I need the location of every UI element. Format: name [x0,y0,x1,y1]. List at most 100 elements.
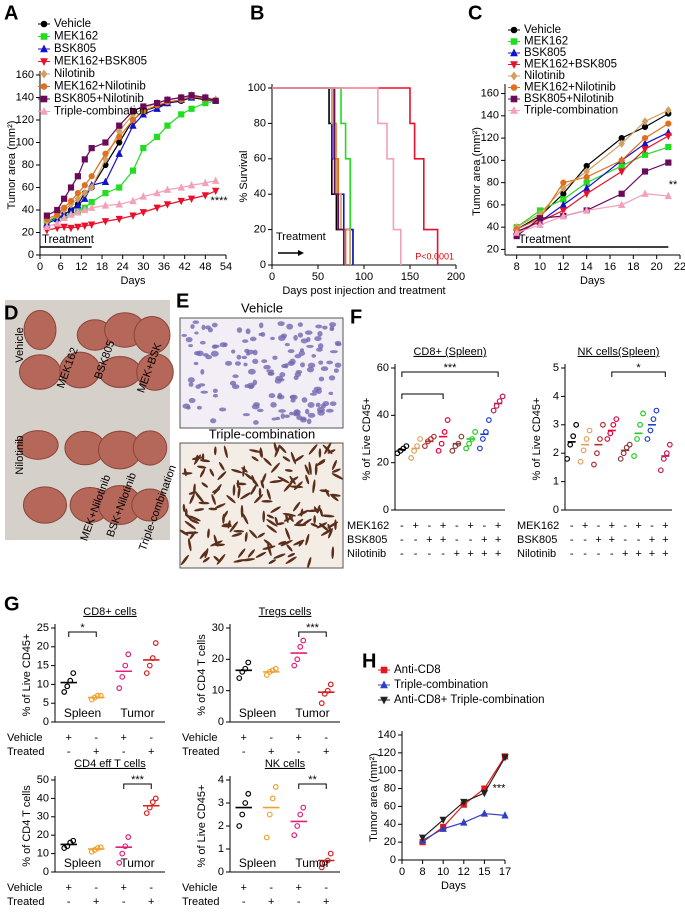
marker [510,26,518,34]
marker [67,197,75,205]
nucleus [298,539,304,547]
nucleus [304,464,310,476]
nucleus [242,339,249,343]
nucleus [266,519,278,527]
condition-sign: - [610,548,614,560]
nucleus [285,513,289,524]
data-point [438,440,445,447]
y-tick-label: 5 [553,362,559,374]
nucleus [253,420,259,425]
y-tick-label: 20 [212,653,224,665]
y-tick-label: 100 [481,154,499,166]
nucleus [320,403,326,409]
nucleus [321,514,335,518]
condition-sign: + [323,746,329,758]
annotation: *** [493,782,507,794]
nucleus [306,344,314,349]
marker [510,61,518,69]
marker [153,104,161,112]
x-tick-label: 150 [401,271,419,283]
marker [40,107,48,115]
marker [101,177,110,185]
nucleus [258,322,264,329]
marker [60,223,68,232]
condition-sign: - [483,520,487,532]
marker [81,182,88,189]
nucleus [316,347,323,352]
y-tick-label: 60 [377,362,389,374]
y-tick-label: 120 [378,747,396,759]
marker [102,190,109,197]
nucleus [277,476,290,484]
condition-sign: - [149,882,153,894]
nucleus [202,557,210,563]
data-point [70,670,77,677]
condition-sign: - [441,548,445,560]
x-tick-label: 14 [581,261,593,273]
y-tick-label: 60 [254,153,266,165]
marker [665,120,672,127]
nucleus [187,377,195,383]
marker [559,200,568,208]
condition-label: Treated [182,896,220,908]
x-tick-label: 8 [420,866,426,878]
marker [460,818,468,826]
condition-sign: - [324,732,328,744]
marker [67,184,75,191]
marker [129,196,137,205]
data-point [463,445,470,452]
data-point [119,673,126,680]
nucleus [284,342,290,347]
nucleus [209,468,215,477]
data-point [472,429,479,435]
marker [512,228,521,236]
nucleus [261,473,267,485]
marker [212,97,219,104]
nucleus [263,364,271,370]
nucleus [207,528,210,539]
nucleus [252,358,259,365]
nucleus [231,384,240,390]
marker [153,204,161,212]
data-point [245,659,252,666]
y-tick-label: 15 [37,660,49,672]
chart-title: NK cells [265,758,306,770]
data-point [327,681,334,688]
marker [53,219,61,227]
condition-sign: + [609,534,615,546]
nucleus [304,408,310,415]
marker [187,195,196,203]
data-point [152,640,159,646]
nucleus [326,360,334,365]
nucleus [285,556,297,564]
nucleus [307,557,312,569]
nucleus [219,342,227,348]
annotation: * [636,362,641,374]
marker [116,122,123,129]
nucleus [180,554,189,566]
condition-sign: + [323,896,329,908]
nucleus [328,527,333,539]
nucleus [304,330,313,335]
marker [618,190,625,197]
group-label: Spleen [239,706,276,720]
nucleus [242,558,256,562]
y-tick-label: 30 [37,811,49,823]
y-axis-label: % of CD4 T cells [21,785,33,867]
nucleus [245,328,251,335]
y-tick-label: 0 [260,259,266,271]
marker [88,173,95,180]
nucleus [229,521,239,533]
legend-label: BSK805+Nilotinib [54,93,144,105]
nucleus [328,391,334,396]
marker [61,195,68,202]
data-point [620,450,627,457]
nucleus [301,518,312,526]
nucleus [285,527,291,540]
nucleus [218,407,227,412]
nucleus [298,350,306,356]
nucleus [293,334,298,341]
y-tick-label: 10 [37,678,49,690]
condition-sign: - [149,732,153,744]
nucleus [333,368,339,373]
